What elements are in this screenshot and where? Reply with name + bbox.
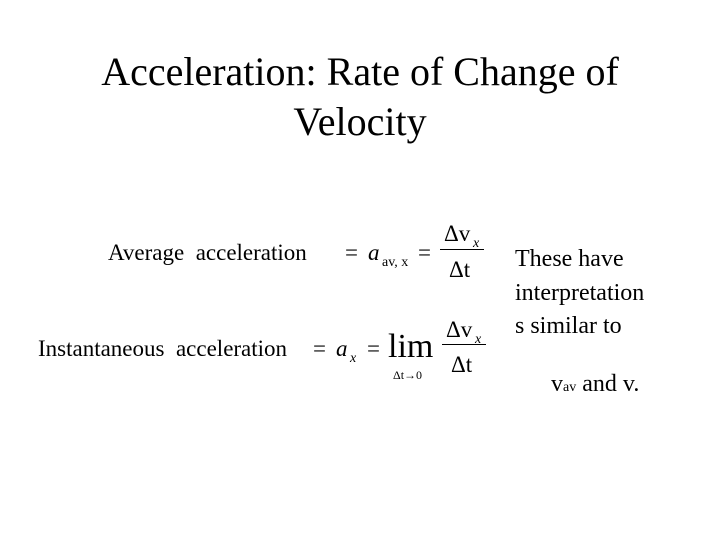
symbol: a — [368, 240, 380, 265]
denominator: Δt — [449, 257, 471, 282]
symbol: a — [336, 336, 348, 361]
note-line: s similar to — [515, 313, 622, 339]
denominator: Δt — [451, 352, 473, 377]
limit: lim — [388, 328, 434, 365]
title-line: Acceleration: Rate of Change of — [101, 49, 619, 94]
fraction-bar — [442, 344, 486, 345]
note-line: vav and v. — [515, 348, 639, 420]
numerator-subscript: x — [475, 332, 482, 347]
numerator: Δv — [444, 221, 471, 246]
note-rest: and v. — [582, 371, 640, 397]
title-line: Velocity — [293, 99, 427, 144]
note-v: v — [551, 371, 563, 397]
note-v-subscript: av — [563, 380, 577, 395]
note-line: interpretation — [515, 280, 645, 306]
symbol-subscript: x — [350, 351, 357, 366]
note-line: These have — [515, 246, 624, 272]
numerator-subscript: x — [473, 236, 480, 251]
numerator: Δv — [446, 317, 473, 342]
equals: = — [367, 336, 380, 361]
equation-label: Average acceleration — [108, 240, 307, 265]
limit-subscript: Δt→0 — [393, 368, 423, 382]
symbol-subscript: av, x — [382, 255, 409, 270]
equals: = — [418, 240, 431, 265]
fraction-bar — [440, 249, 484, 250]
equals: = — [313, 336, 326, 361]
equals: = — [345, 240, 358, 265]
equation-label: Instantaneous acceleration — [38, 336, 288, 361]
